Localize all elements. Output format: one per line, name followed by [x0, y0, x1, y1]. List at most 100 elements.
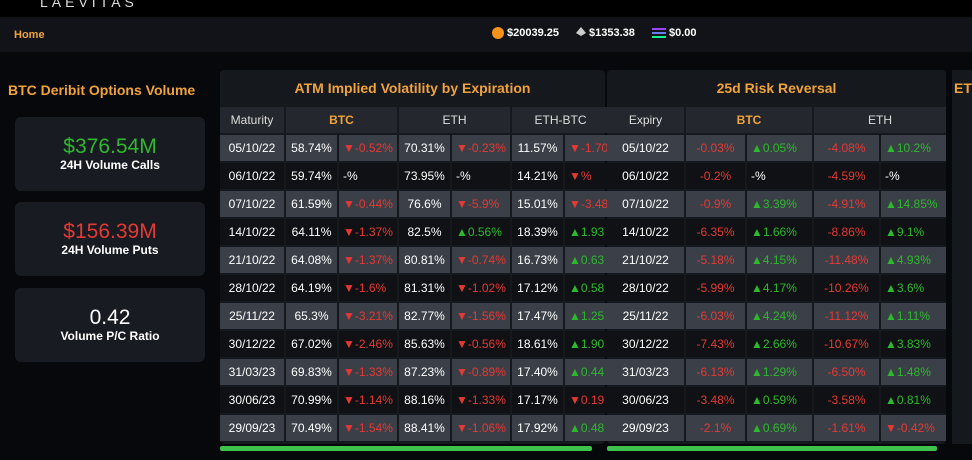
- table-cell: ▲9.1%: [881, 219, 946, 245]
- table-cell: 59.74%: [286, 163, 337, 189]
- table-cell: 31/03/23: [220, 359, 284, 385]
- table-cell: 06/10/22: [220, 163, 284, 189]
- sol-icon: [652, 28, 666, 38]
- table-cell: 16.73%: [512, 247, 563, 273]
- table-cell: 64.08%: [286, 247, 337, 273]
- table-cell: ▼-0.42%: [881, 415, 946, 441]
- table-cell: ▲1.29%: [747, 359, 812, 385]
- atm-table-panel: ATM Implied Volatility by Expiration Matu…: [220, 70, 609, 444]
- column-header: Maturity: [220, 107, 284, 133]
- table-cell: -8.86%: [814, 219, 879, 245]
- volume-card: $156.39M 24H Volume Puts: [15, 202, 205, 276]
- table-cell: 88.16%: [399, 387, 450, 413]
- table-cell: ▲4.93%: [881, 247, 946, 273]
- table-cell: ▼0.19: [565, 387, 609, 413]
- table-cell: -0.03%: [686, 135, 745, 161]
- column-header: ETH: [814, 107, 946, 133]
- table-cell: ▲4.15%: [747, 247, 812, 273]
- table-cell: ▲0.69%: [747, 415, 812, 441]
- next-panel: [952, 70, 972, 444]
- table-cell: ▲2.66%: [747, 331, 812, 357]
- eth-icon: [576, 27, 586, 36]
- table-cell: 11.57%: [512, 135, 563, 161]
- table-cell: ▲0.63: [565, 247, 609, 273]
- scroll-bar[interactable]: [607, 446, 937, 451]
- table-cell: ▼-1.37%: [339, 219, 397, 245]
- table-cell: ▲1.11%: [881, 303, 946, 329]
- table-cell: 14/10/22: [220, 219, 284, 245]
- table-cell: -4.08%: [814, 135, 879, 161]
- table-cell: ▼-1.02%: [452, 275, 510, 301]
- table-cell: 29/09/23: [607, 415, 684, 441]
- price: $0.00: [669, 27, 697, 39]
- table-cell: -7.43%: [686, 331, 745, 357]
- btc-price: $20039.25: [492, 27, 559, 39]
- table-cell: ▲0.59%: [747, 387, 812, 413]
- table-cell: 05/10/22: [220, 135, 284, 161]
- table-cell: 17.47%: [512, 303, 563, 329]
- table-cell: 81.31%: [399, 275, 450, 301]
- next-title: ET: [954, 80, 972, 96]
- volume-card: $376.54M 24H Volume Calls: [15, 117, 205, 191]
- table-cell: ▲0.56%: [452, 219, 510, 245]
- table-cell: 64.19%: [286, 275, 337, 301]
- table-cell: ▼-1.33%: [452, 387, 510, 413]
- table-cell: ▲3.83%: [881, 331, 946, 357]
- table-cell: 29/09/23: [220, 415, 284, 441]
- table-cell: 30/06/23: [607, 387, 684, 413]
- table-cell: 82.77%: [399, 303, 450, 329]
- table-cell: ▼-1.06%: [452, 415, 510, 441]
- sol-price: $0.00: [652, 27, 697, 39]
- table-cell: -3.58%: [814, 387, 879, 413]
- table-cell: ▲14.85%: [881, 191, 946, 217]
- table-cell: ▲0.05%: [747, 135, 812, 161]
- table-cell: -11.48%: [814, 247, 879, 273]
- table-cell: 14/10/22: [607, 219, 684, 245]
- table-cell: -11.12%: [814, 303, 879, 329]
- top-bar: [0, 0, 972, 17]
- table-cell: 25/11/22: [607, 303, 684, 329]
- table-cell: 28/10/22: [220, 275, 284, 301]
- table-cell: ▼-0.56%: [452, 331, 510, 357]
- table-cell: ▼-0.74%: [452, 247, 510, 273]
- table-cell: 58.74%: [286, 135, 337, 161]
- table-cell: ▲4.17%: [747, 275, 812, 301]
- table-cell: ▼-1.37%: [339, 247, 397, 273]
- logo[interactable]: LAEVITAS: [40, 0, 138, 10]
- table-cell: -10.26%: [814, 275, 879, 301]
- table-cell: 30/12/22: [607, 331, 684, 357]
- table-cell: 85.63%: [399, 331, 450, 357]
- table-cell: 18.39%: [512, 219, 563, 245]
- table-cell: -6.13%: [686, 359, 745, 385]
- table-cell: 17.92%: [512, 415, 563, 441]
- table-cell: 21/10/22: [607, 247, 684, 273]
- scroll-bar[interactable]: [220, 446, 592, 451]
- column-header: Expiry: [607, 107, 684, 133]
- table-cell: -5.18%: [686, 247, 745, 273]
- table-cell: ▲1.48%: [881, 359, 946, 385]
- table-cell: 70.31%: [399, 135, 450, 161]
- table-cell: 87.23%: [399, 359, 450, 385]
- table-cell: ▼-3.21%: [339, 303, 397, 329]
- table-cell: 73.95%: [399, 163, 450, 189]
- table-cell: 25/11/22: [220, 303, 284, 329]
- volume-card: 0.42 Volume P/C Ratio: [15, 288, 205, 362]
- table-cell: -%: [339, 163, 397, 189]
- table-cell: -4.91%: [814, 191, 879, 217]
- table-cell: 65.3%: [286, 303, 337, 329]
- breadcrumb[interactable]: Home: [14, 29, 45, 41]
- table-cell: -%: [881, 163, 946, 189]
- table-cell: 15.01%: [512, 191, 563, 217]
- price: $1353.38: [589, 27, 635, 39]
- table-cell: 28/10/22: [607, 275, 684, 301]
- table-cell: -%: [747, 163, 812, 189]
- table-cell: 14.21%: [512, 163, 563, 189]
- card-label: 24H Volume Puts: [61, 243, 159, 257]
- table-cell: 64.11%: [286, 219, 337, 245]
- table-cell: ▼-3.48: [565, 191, 609, 217]
- table-cell: ▼-1.33%: [339, 359, 397, 385]
- table-cell: ▼-0.23%: [452, 135, 510, 161]
- eth-price: $1353.38: [576, 27, 635, 39]
- table-cell: ▲3.6%: [881, 275, 946, 301]
- volume-title: BTC Deribit Options Volume: [8, 82, 196, 98]
